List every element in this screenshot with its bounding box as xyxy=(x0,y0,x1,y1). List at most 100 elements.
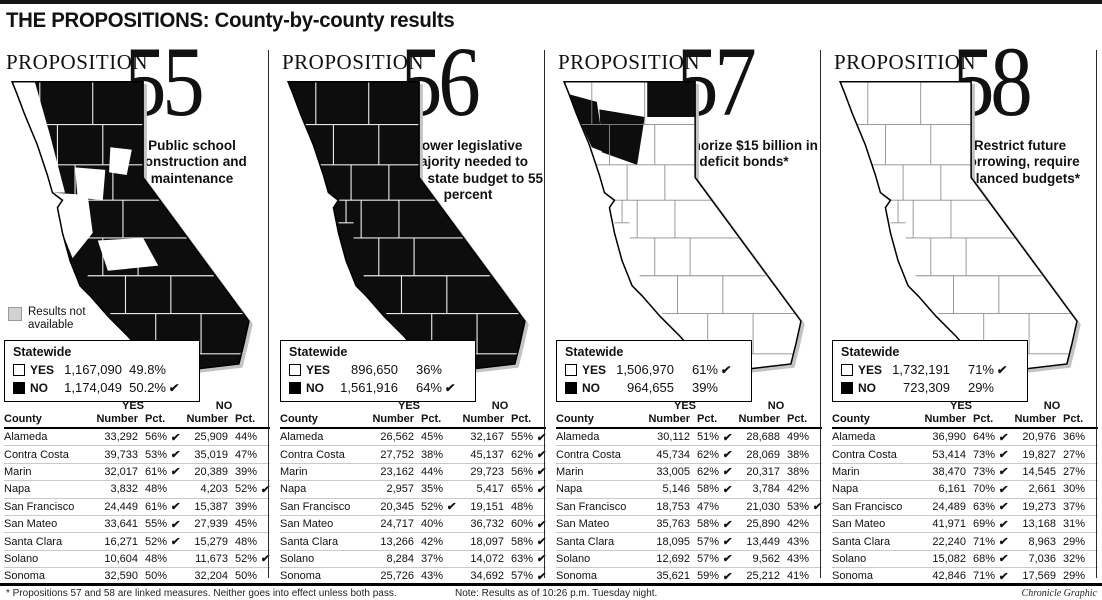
yes-pct: 62% xyxy=(697,465,720,478)
no-pct: 60% xyxy=(511,518,534,531)
county-name: Sonoma xyxy=(280,570,321,583)
yes-number: 35,763 xyxy=(656,518,690,531)
statewide-no-pct: 64% xyxy=(415,380,442,395)
yes-number: 45,734 xyxy=(656,448,690,461)
winner-check-icon: ✔ xyxy=(536,536,547,549)
no-filled-square-icon xyxy=(13,381,25,394)
county-boundaries xyxy=(22,81,244,355)
county-col-header: County xyxy=(4,413,42,425)
yes-number: 8,284 xyxy=(386,552,414,565)
yes-number: 3,832 xyxy=(110,483,138,496)
no-number: 13,449 xyxy=(746,535,780,548)
yes-number: 39,733 xyxy=(104,448,138,461)
county-name: San Francisco xyxy=(832,500,903,513)
county-name: Solano xyxy=(4,552,39,565)
table-row: San Francisco 20,345 52% ✔ 19,151 48% xyxy=(280,499,546,516)
yes-pct: 52% xyxy=(145,535,168,548)
no-number-col-header: Number xyxy=(738,413,780,425)
winner-check-icon: ✔ xyxy=(720,362,733,377)
statewide-title: Statewide xyxy=(13,345,72,359)
county-patch xyxy=(52,192,93,259)
statewide-no-number: 964,655 xyxy=(627,380,674,395)
county-table: YES NO County Number Pct. Number Pct. Alameda 26… xyxy=(280,400,547,585)
winner-check-icon: ✔ xyxy=(722,570,733,583)
winner-check-icon: ✔ xyxy=(536,449,547,462)
table-row: Napa 6,161 70% ✔ 2,661 30% xyxy=(832,481,1098,499)
yes-number: 27,752 xyxy=(380,448,414,461)
no-pct: 58% xyxy=(511,535,534,548)
statewide-yes-row: YES 896,650 36% xyxy=(289,362,469,377)
no-number: 4,203 xyxy=(200,483,228,496)
no-number: 25,890 xyxy=(746,518,780,531)
yes-number: 15,082 xyxy=(932,552,966,565)
county-name: Napa xyxy=(4,483,31,496)
table-group-header: YES NO xyxy=(4,400,270,412)
table-group-header: YES NO xyxy=(280,400,546,412)
yes-pct: 61% xyxy=(145,465,168,478)
no-pct: 52% xyxy=(235,483,258,496)
county-patch xyxy=(97,237,159,271)
yes-number: 24,449 xyxy=(104,500,138,513)
yes-pct: 35% xyxy=(421,483,444,496)
no-number: 45,137 xyxy=(470,448,504,461)
winner-check-icon: ✔ xyxy=(536,553,547,566)
table-row: Sonoma 25,726 43% 34,692 57% ✔ xyxy=(280,568,547,584)
county-name: Napa xyxy=(280,483,307,496)
yes-number: 23,162 xyxy=(380,465,414,478)
no-number: 32,167 xyxy=(470,431,504,444)
winner-check-icon: ✔ xyxy=(998,483,1009,496)
yes-number: 33,641 xyxy=(104,518,138,531)
winner-check-icon: ✔ xyxy=(170,449,181,462)
yes-pct: 58% xyxy=(697,483,720,496)
statewide-title: Statewide xyxy=(289,345,348,359)
yes-number: 2,957 xyxy=(386,483,414,496)
table-row: Sonoma 35,621 59% ✔ 25,212 41% xyxy=(556,568,822,584)
statewide-no-row: NO 723,309 29% xyxy=(841,380,1021,395)
table-column-header: County Number Pct. Number Pct. xyxy=(4,413,270,429)
table-row: Alameda 30,112 51% ✔ 28,688 49% xyxy=(556,429,822,447)
table-column-header: County Number Pct. Number Pct. xyxy=(556,413,822,429)
proposition-description: Restrict future borrowing, require balan… xyxy=(959,138,1081,186)
winner-check-icon: ✔ xyxy=(260,483,271,496)
yes-number: 16,271 xyxy=(104,535,138,548)
yes-number: 10,604 xyxy=(104,552,138,565)
winner-check-icon: ✔ xyxy=(722,431,733,444)
no-pct: 45% xyxy=(235,518,258,531)
county-boundaries xyxy=(298,81,520,355)
yes-open-square-icon xyxy=(565,363,577,376)
panel-divider xyxy=(544,50,545,578)
table-row: San Francisco 24,489 63% ✔ 19,273 37% xyxy=(832,499,1098,516)
yes-label: YES xyxy=(30,362,55,377)
statewide-title: Statewide xyxy=(841,345,900,359)
statewide-yes-row: YES 1,167,090 49.8% xyxy=(13,362,193,377)
yes-label: YES xyxy=(306,362,331,377)
table-row: Alameda 26,562 45% 32,167 55% ✔ xyxy=(280,429,547,447)
county-col-header: County xyxy=(280,413,318,425)
credit: Chronicle Graphic xyxy=(1021,588,1097,599)
statewide-yes-number: 1,506,970 xyxy=(616,362,674,377)
no-pct: 63% xyxy=(511,552,534,565)
yes-group-header: YES xyxy=(949,400,972,412)
no-group-header: NO xyxy=(215,400,233,412)
winner-check-icon: ✔ xyxy=(722,449,733,462)
table-row: San Mateo 41,971 69% ✔ 13,168 31% xyxy=(832,516,1098,534)
statewide-yes-row: YES 1,506,970 61% ✔ xyxy=(565,362,745,377)
yes-pct: 44% xyxy=(421,465,444,478)
no-pct: 32% xyxy=(1063,552,1086,565)
footer-rule xyxy=(0,583,1102,586)
no-pct: 62% xyxy=(511,448,534,461)
no-number: 34,692 xyxy=(470,570,504,583)
california-county-map xyxy=(838,80,1078,375)
winner-check-icon: ✔ xyxy=(170,501,181,514)
no-group-header: NO xyxy=(1043,400,1061,412)
yes-pct: 57% xyxy=(697,535,720,548)
county-patch xyxy=(647,81,696,117)
table-row: Solano 15,082 68% ✔ 7,036 32% xyxy=(832,551,1098,569)
yes-number: 22,240 xyxy=(932,535,966,548)
no-number: 5,417 xyxy=(476,483,504,496)
winner-check-icon: ✔ xyxy=(998,536,1009,549)
no-pct: 43% xyxy=(787,552,810,565)
yes-number: 24,489 xyxy=(932,500,966,513)
no-number: 36,732 xyxy=(470,518,504,531)
top-rule-bar xyxy=(0,0,1102,4)
